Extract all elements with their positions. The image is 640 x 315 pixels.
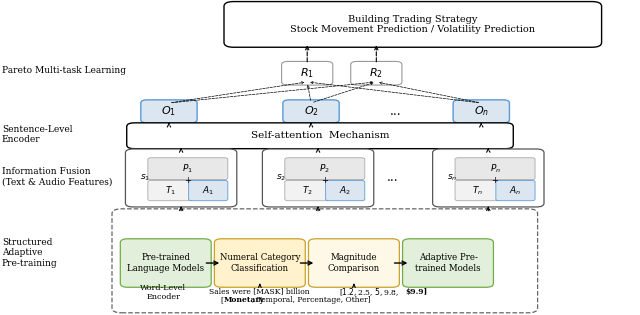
Text: Self-attention  Mechanism: Self-attention Mechanism (251, 131, 389, 140)
FancyBboxPatch shape (148, 158, 228, 180)
FancyBboxPatch shape (326, 180, 365, 201)
FancyBboxPatch shape (455, 180, 500, 201)
Text: $s_1$: $s_1$ (140, 173, 150, 183)
Text: $A_2$: $A_2$ (339, 184, 351, 197)
Text: $T_2$: $T_2$ (301, 184, 312, 197)
FancyBboxPatch shape (127, 123, 513, 149)
Text: ...: ... (387, 171, 399, 185)
Text: $O_n$: $O_n$ (474, 105, 489, 118)
FancyBboxPatch shape (351, 61, 402, 85)
FancyBboxPatch shape (433, 149, 544, 207)
Text: $9.9]: $9.9] (406, 288, 428, 296)
Text: $R_2$: $R_2$ (369, 66, 383, 80)
Text: +: + (492, 176, 499, 185)
Text: Monetary: Monetary (223, 296, 264, 304)
Text: Magnitude
Comparison: Magnitude Comparison (328, 253, 380, 273)
FancyBboxPatch shape (125, 149, 237, 207)
FancyBboxPatch shape (141, 100, 197, 123)
FancyBboxPatch shape (496, 180, 535, 201)
Text: $s_n$: $s_n$ (447, 173, 457, 183)
FancyBboxPatch shape (214, 239, 305, 287)
Text: $O_1$: $O_1$ (161, 105, 177, 118)
Text: [$1.2, $2.5, $5, $9.8,: [$1.2, $2.5, $5, $9.8, (339, 286, 400, 298)
Text: Building Trading Strategy
Stock Movement Prediction / Volatility Prediction: Building Trading Strategy Stock Movement… (291, 15, 535, 34)
Text: +: + (321, 176, 328, 185)
Text: $T_1$: $T_1$ (164, 184, 175, 197)
Text: $P_1$: $P_1$ (182, 163, 193, 175)
Text: , Temporal, Percentage, Other]: , Temporal, Percentage, Other] (252, 296, 370, 304)
FancyBboxPatch shape (262, 149, 374, 207)
Text: Adaptive Pre-
trained Models: Adaptive Pre- trained Models (415, 253, 481, 273)
FancyBboxPatch shape (285, 158, 365, 180)
Text: $P_n$: $P_n$ (490, 163, 500, 175)
FancyBboxPatch shape (455, 158, 535, 180)
FancyBboxPatch shape (453, 100, 509, 123)
Text: $P_2$: $P_2$ (319, 163, 330, 175)
FancyBboxPatch shape (283, 100, 339, 123)
Text: +: + (184, 176, 191, 185)
FancyBboxPatch shape (282, 61, 333, 85)
Text: $A_n$: $A_n$ (509, 184, 522, 197)
Text: Pre-trained
Language Models: Pre-trained Language Models (127, 253, 204, 273)
Text: $s_2$: $s_2$ (276, 173, 287, 183)
Text: Structured
Adaptive
Pre-training: Structured Adaptive Pre-training (2, 238, 58, 267)
FancyBboxPatch shape (112, 209, 538, 313)
FancyBboxPatch shape (285, 180, 330, 201)
Text: ...: ... (390, 105, 401, 118)
Text: Word-Level
Encoder: Word-Level Encoder (140, 284, 186, 301)
Text: [: [ (220, 296, 223, 304)
FancyBboxPatch shape (308, 239, 399, 287)
FancyBboxPatch shape (403, 239, 493, 287)
Text: $R_1$: $R_1$ (300, 66, 314, 80)
Text: Pareto Multi-task Learning: Pareto Multi-task Learning (2, 66, 126, 75)
Text: Information Fusion
(Text & Audio Features): Information Fusion (Text & Audio Feature… (2, 167, 112, 187)
FancyBboxPatch shape (120, 239, 211, 287)
FancyBboxPatch shape (189, 180, 228, 201)
Text: Numeral Category
Classification: Numeral Category Classification (220, 253, 300, 273)
Text: $A_1$: $A_1$ (202, 184, 214, 197)
Text: $T_n$: $T_n$ (472, 184, 483, 197)
FancyBboxPatch shape (224, 2, 602, 47)
FancyBboxPatch shape (148, 180, 193, 201)
Text: Sales were [MASK] billion: Sales were [MASK] billion (209, 288, 310, 296)
Text: Sentence-Level
Encoder: Sentence-Level Encoder (2, 125, 72, 144)
Text: $O_2$: $O_2$ (303, 105, 319, 118)
